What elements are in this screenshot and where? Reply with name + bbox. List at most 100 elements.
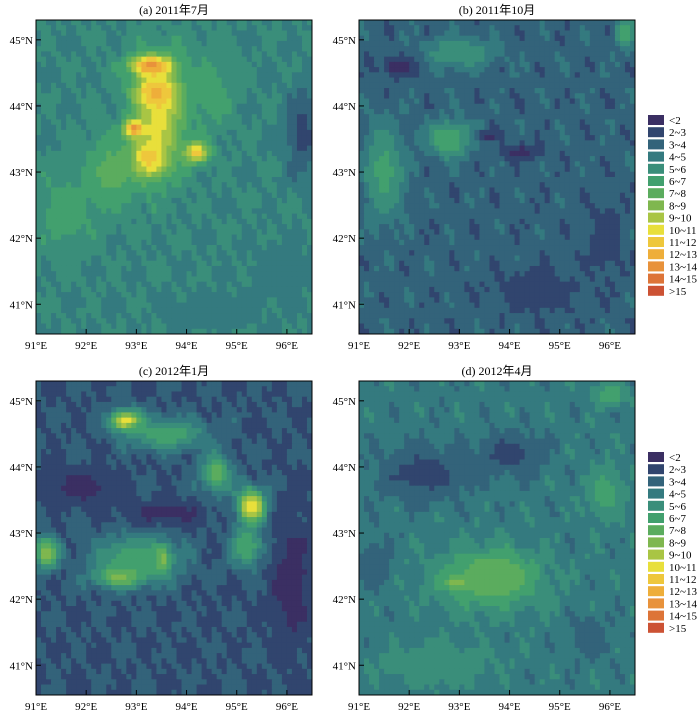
panel-a-cell bbox=[181, 171, 188, 178]
panel-a-cell bbox=[36, 192, 42, 199]
panel-b-cell bbox=[449, 124, 455, 131]
panel-a-cell bbox=[291, 51, 298, 58]
panel-a-cell bbox=[191, 135, 198, 141]
panel-a-cell bbox=[261, 218, 268, 225]
panel-b-cell bbox=[554, 20, 561, 26]
panel-b-cell bbox=[369, 67, 375, 73]
panel-b-cell bbox=[474, 119, 481, 126]
panel-a-cell bbox=[166, 40, 173, 47]
panel-a-cell bbox=[171, 182, 178, 189]
panel-b-cell bbox=[424, 77, 430, 84]
panel-a-cell bbox=[256, 286, 263, 293]
panel-a-cell bbox=[171, 255, 178, 262]
panel-a-cell bbox=[196, 108, 203, 115]
panel-a-cell bbox=[241, 187, 248, 194]
panel-a-cell bbox=[261, 197, 268, 204]
panel-a-cell bbox=[136, 114, 142, 121]
panel-b-cell bbox=[439, 72, 445, 79]
panel-b-cell bbox=[574, 145, 581, 152]
panel-a-cell bbox=[301, 40, 308, 47]
panel-a-cell bbox=[291, 307, 298, 314]
panel-a-cell bbox=[76, 77, 82, 84]
panel-a-cell bbox=[191, 307, 198, 314]
panel-a-cell bbox=[266, 323, 273, 330]
panel-a-cell bbox=[71, 260, 77, 267]
panel-a-cell bbox=[146, 239, 153, 246]
panel-a-cell bbox=[86, 82, 92, 89]
panel-a-cell bbox=[306, 72, 312, 79]
panel-b-cell bbox=[454, 166, 460, 173]
panel-b-cell bbox=[479, 114, 486, 121]
panel-b-cell bbox=[624, 67, 631, 73]
panel-a-cell bbox=[256, 302, 263, 309]
panel-a-cell bbox=[131, 166, 137, 173]
panel-a-cell bbox=[271, 292, 278, 298]
panel-a-cell bbox=[51, 224, 57, 230]
panel-a-cell bbox=[226, 93, 233, 100]
panel-a-cell bbox=[66, 265, 72, 272]
panel-b-cell bbox=[469, 51, 476, 58]
panel-a-cell bbox=[276, 135, 283, 141]
panel-a-cell bbox=[241, 140, 248, 147]
panel-b-cell bbox=[489, 140, 496, 147]
panel-a-cell bbox=[181, 51, 188, 58]
panel-a-cell bbox=[261, 67, 268, 73]
panel-a-cell bbox=[206, 25, 213, 32]
panel-a-cell bbox=[306, 119, 312, 126]
panel-b-cell bbox=[589, 108, 596, 115]
panel-a-cell bbox=[256, 197, 263, 204]
panel-a-cell bbox=[226, 135, 233, 141]
panel-a-cell bbox=[236, 129, 243, 136]
panel-b-cell bbox=[519, 156, 526, 162]
panel-b-cell bbox=[459, 166, 465, 173]
panel-b-cell bbox=[359, 67, 365, 73]
panel-b-cell bbox=[364, 61, 370, 68]
panel-a-cell bbox=[226, 292, 233, 298]
panel-a-cell bbox=[266, 286, 273, 293]
panel-b-cell bbox=[599, 40, 606, 47]
panel-b-cell bbox=[499, 61, 506, 68]
panel-a-cell bbox=[116, 197, 122, 204]
panel-a-cell bbox=[86, 25, 92, 32]
panel-a-cell bbox=[261, 35, 268, 42]
panel-a-cell bbox=[131, 20, 137, 26]
panel-b-cell bbox=[544, 77, 551, 84]
panel-b-cell bbox=[399, 171, 405, 178]
panel-a-cell bbox=[216, 82, 223, 89]
panel-a-cell bbox=[186, 82, 193, 89]
panel-b-cell bbox=[519, 114, 526, 121]
panel-a-cell bbox=[216, 51, 223, 58]
panel-a-cell bbox=[71, 171, 77, 178]
panel-a-cell bbox=[281, 119, 288, 126]
panel-a-cell bbox=[231, 245, 238, 251]
panel-a-cell bbox=[101, 93, 107, 100]
panel-a-cell bbox=[156, 103, 163, 110]
panel-a-cell bbox=[246, 218, 253, 225]
panel-a-cell bbox=[266, 187, 273, 194]
panel-a-cell bbox=[116, 187, 122, 194]
panel-b-cell bbox=[619, 145, 626, 152]
panel-b-cell bbox=[569, 161, 576, 168]
panel-a-cell bbox=[226, 197, 233, 204]
panel-a-cell bbox=[41, 51, 47, 58]
panel-b-cell bbox=[399, 25, 405, 32]
panel-b-cell bbox=[534, 30, 541, 37]
panel-a-cell bbox=[216, 229, 223, 236]
panel-a-cell bbox=[61, 140, 67, 147]
panel-b-cell bbox=[389, 72, 395, 79]
panel-a-cell bbox=[111, 72, 117, 79]
panel-a-cell bbox=[296, 276, 303, 283]
panel-a-cell bbox=[76, 328, 82, 334]
panel-a-cell bbox=[41, 234, 47, 241]
panel-a-cell bbox=[181, 250, 188, 257]
panel-b-cell bbox=[404, 51, 410, 58]
panel-a-cell bbox=[186, 313, 193, 319]
panel-a-cell bbox=[276, 313, 283, 319]
panel-a-cell bbox=[66, 302, 72, 309]
panel-a-cell bbox=[156, 218, 163, 225]
panel-a-cell bbox=[106, 260, 112, 267]
panel-a-cell bbox=[181, 208, 188, 215]
panel-a-cell bbox=[286, 297, 293, 304]
panel-a-cell bbox=[176, 302, 183, 309]
panel-b-cell bbox=[544, 56, 551, 63]
